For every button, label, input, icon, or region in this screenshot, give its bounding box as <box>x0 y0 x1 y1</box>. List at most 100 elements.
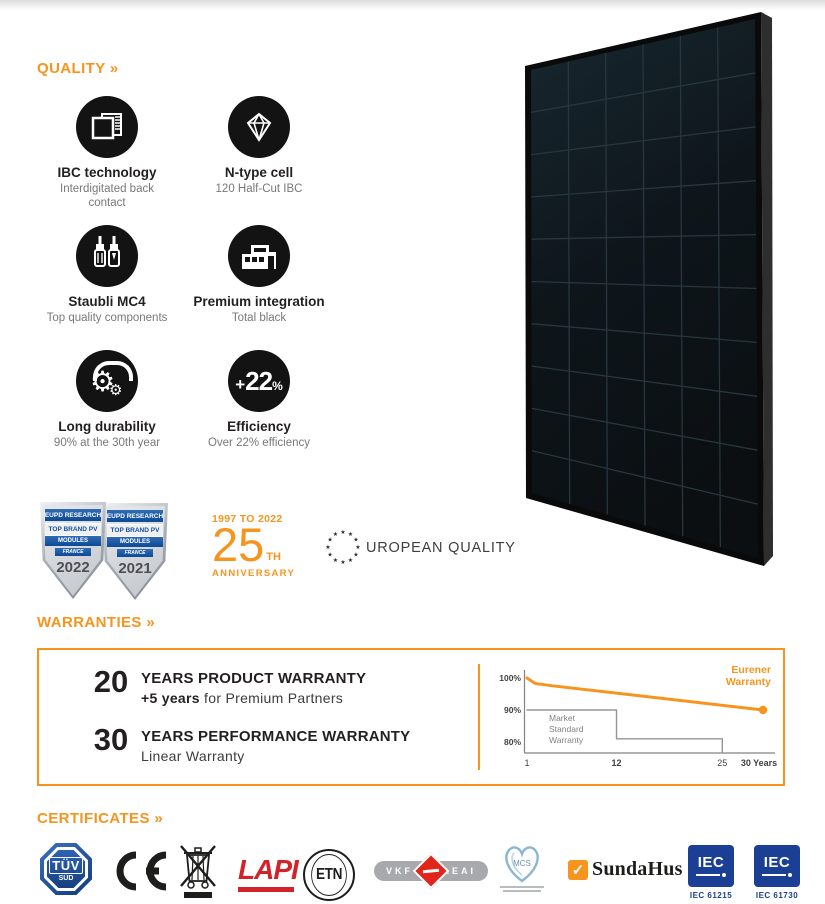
diamond-icon <box>228 96 290 158</box>
warranty-performance-title: YEARS PERFORMANCE WARRANTY <box>141 728 411 745</box>
warranty-product-text: YEARS PRODUCT WARRANTY +5 years for Prem… <box>141 670 366 706</box>
ibc-layers-icon <box>76 96 138 158</box>
svg-text:Warranty: Warranty <box>549 735 584 745</box>
eupd-badge-2022: EUPD RESEARCH TOP BRAND PV MODULES FRANC… <box>40 502 106 599</box>
iec-icon: IEC <box>754 845 800 887</box>
svg-text:25: 25 <box>717 758 727 768</box>
tuv-octagon-icon: TÜV SÜD <box>40 843 92 895</box>
ce-mark-icon <box>116 851 167 891</box>
eupd-line4: FRANCE <box>116 549 154 557</box>
svg-text:★: ★ <box>348 557 353 564</box>
svg-text:★: ★ <box>340 559 345 566</box>
warranty-performance-text: YEARS PERFORMANCE WARRANTY Linear Warran… <box>141 728 410 764</box>
tuv-sub-text: SÜD <box>58 874 74 882</box>
quality-item-subtitle: Over 22% efficiency <box>207 437 311 449</box>
warranty-years-performance: 30 <box>93 722 129 757</box>
efficiency-plus: + <box>235 374 246 394</box>
warranties-heading: WARRANTIES » <box>37 614 156 631</box>
quality-item-title: Efficiency <box>227 419 291 434</box>
quality-item-title: N-type cell <box>224 165 294 180</box>
quality-item-mc4: Staubli MC4 Top quality components <box>22 225 192 325</box>
svg-text:★: ★ <box>340 529 345 536</box>
svg-text:Standard: Standard <box>549 724 584 734</box>
eupd-line3: MODULES <box>106 537 164 547</box>
svg-text:Eurener: Eurener <box>731 664 771 676</box>
quality-item-title: IBC technology <box>57 165 157 180</box>
ce-mark-logo <box>106 851 170 896</box>
svg-text:★: ★ <box>327 552 332 559</box>
svg-text:★: ★ <box>353 552 358 559</box>
european-quality-label: UROPEAN QUALITY <box>366 540 516 556</box>
warranty-divider <box>478 664 480 770</box>
warranty-product-title: YEARS PRODUCT WARRANTY <box>141 670 367 687</box>
quality-item-integration: Premium integration Total black <box>174 225 344 325</box>
anniversary-number: 25 <box>212 518 265 571</box>
svg-text:★: ★ <box>325 544 330 551</box>
iec-61215-logo: IEC IEC 61215 <box>684 845 738 900</box>
efficiency-badge: + 22 % <box>228 350 290 412</box>
iec-61730-logo: IEC IEC 61730 <box>750 845 804 900</box>
iec-icon: IEC <box>688 845 734 887</box>
etn-text: ETN <box>311 854 347 896</box>
mcs-fineprint <box>494 886 550 892</box>
quality-heading: QUALITY » <box>37 60 119 77</box>
eupd-badge-2021: EUPD RESEARCH TOP BRAND PV MODULES FRANC… <box>102 503 168 600</box>
tuv-text: TÜV <box>49 856 83 874</box>
svg-text:100%: 100% <box>499 673 521 683</box>
eupd-line3: MODULES <box>44 536 102 546</box>
eu-stars-icon: ★ ★★★★★★★★★★★ <box>325 529 360 566</box>
eupd-line2: TOP BRAND PV <box>106 524 164 537</box>
efficiency-percent: % <box>272 378 283 393</box>
svg-text:1: 1 <box>524 758 529 768</box>
svg-text:★: ★ <box>353 537 358 544</box>
quality-item-subtitle: Top quality components <box>46 312 168 324</box>
sundahus-logo: ✓ SundaHus <box>568 858 683 881</box>
lapi-bar <box>238 887 294 892</box>
mcs-logo: MCS <box>494 842 550 892</box>
quality-item-ntype: N-type cell 120 Half-Cut IBC <box>174 96 344 196</box>
svg-text:Warranty: Warranty <box>726 676 771 688</box>
warranty-years-product: 20 <box>93 664 129 699</box>
vkf-aeai-logo: VKF AEAI <box>374 852 488 890</box>
quality-item-durability: ⚙ ⚙ Long durability 90% at the 30th year <box>22 350 192 450</box>
anniversary-suffix: TH <box>266 550 281 563</box>
svg-text:MCS: MCS <box>513 859 531 868</box>
warranty-box: 20 YEARS PRODUCT WARRANTY +5 years for P… <box>37 648 785 786</box>
anniversary-label: ANNIVERSARY <box>212 567 296 579</box>
warranty-chart: 100%90%80%1 12 25 30 YearsEurenerWarrantyMa… <box>499 664 777 768</box>
certificates-heading: CERTIFICATES » <box>37 810 164 827</box>
svg-text:★: ★ <box>333 531 338 538</box>
efficiency-value: 22 <box>245 365 273 396</box>
etn-logo: ETN <box>303 849 355 901</box>
quality-item-subtitle: Total black <box>231 312 287 324</box>
svg-text:★: ★ <box>333 557 338 564</box>
quality-item-efficiency: + 22 % Efficiency Over 22% efficiency <box>174 350 344 450</box>
iec-text: IEC <box>763 854 791 871</box>
durability-arc <box>93 361 133 381</box>
svg-text:★: ★ <box>327 537 332 544</box>
eupd-year: 2021 <box>118 560 152 577</box>
page-top-shadow <box>0 0 825 10</box>
solar-panel-image <box>525 12 773 566</box>
svg-text:★: ★ <box>355 544 360 551</box>
warranty-product-sub: for Premium Partners <box>199 690 344 706</box>
eupd-line4: FRANCE <box>54 548 92 556</box>
weee-bin-icon <box>180 845 216 898</box>
vkf-diamond-icon <box>412 852 450 890</box>
gears-icon: ⚙ ⚙ <box>76 350 138 412</box>
mcs-heart-icon: MCS <box>505 846 539 883</box>
svg-text:80%: 80% <box>504 737 521 747</box>
lapi-text: LAPI <box>238 854 299 885</box>
iec-61730-label: IEC 61730 <box>755 891 799 900</box>
quality-item-title: Staubli MC4 <box>68 294 146 309</box>
eupd-year: 2022 <box>56 559 90 576</box>
quality-item-subtitle: 90% at the 30th year <box>53 437 161 449</box>
quality-item-ibc: IBC technology Interdigitated back conta… <box>22 96 192 211</box>
svg-text:★: ★ <box>348 531 353 538</box>
eupd-line1: EUPD RESEARCH <box>44 509 102 521</box>
etn-circle-icon: ETN <box>303 849 355 901</box>
svg-text:90%: 90% <box>504 705 521 715</box>
lapi-logo: LAPI <box>238 854 299 892</box>
warranty-performance-sub: Linear Warranty <box>141 748 245 764</box>
